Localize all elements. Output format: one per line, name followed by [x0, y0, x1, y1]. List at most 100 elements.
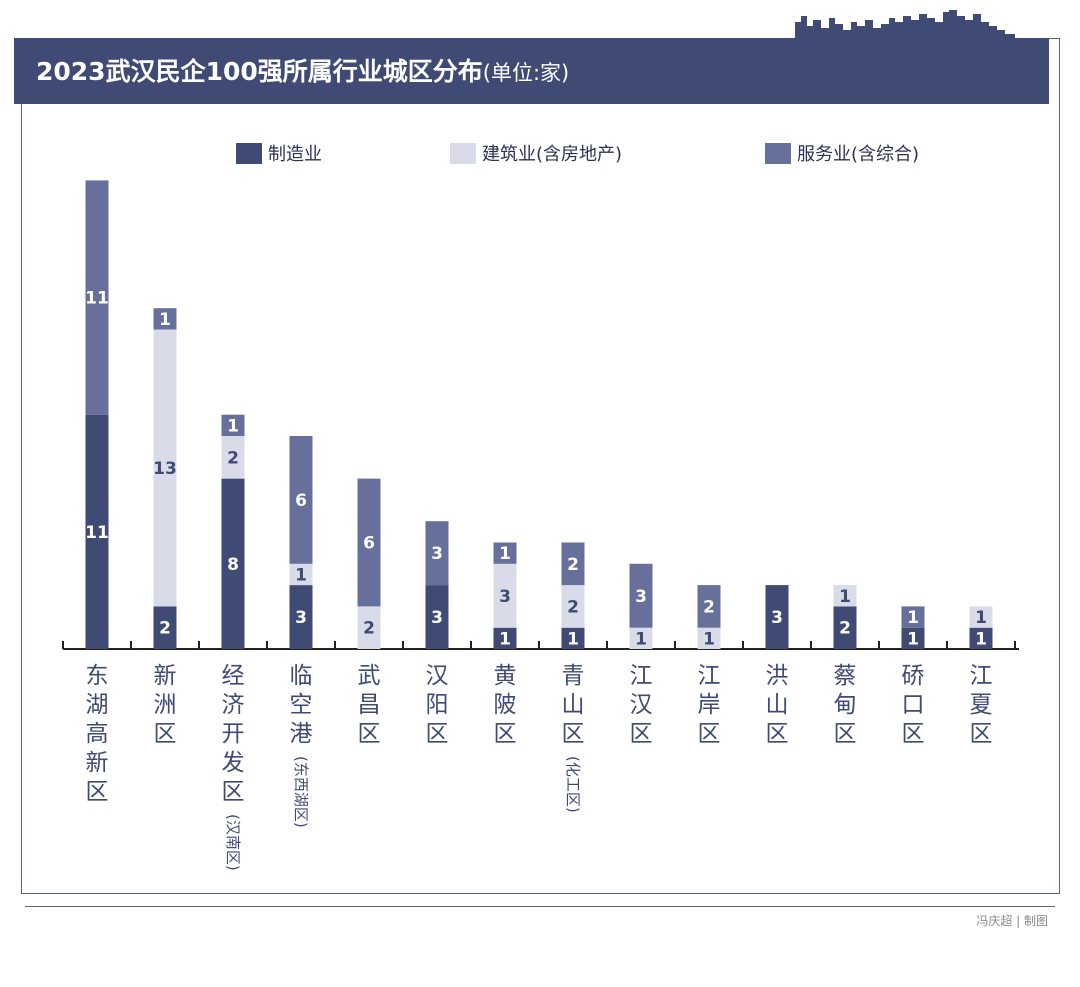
- bar-value-label: 1: [839, 587, 851, 607]
- bar-value-label: 1: [703, 629, 715, 649]
- legend-item-manufacturing: 制造业: [236, 140, 322, 166]
- bar-segment: [289, 585, 313, 649]
- bar-segment: [357, 606, 381, 649]
- bar-segment: [697, 585, 721, 628]
- category-label-char: 岸: [698, 692, 721, 718]
- title-unit: (单位:家): [482, 61, 570, 85]
- category-label-char: 东: [86, 663, 109, 689]
- category-label-char: 区: [970, 721, 993, 747]
- chart-title: 2023武汉民企100强所属行业城区分布(单位:家): [36, 52, 569, 88]
- legend-item-services: 服务业(含综合): [765, 140, 919, 166]
- category-label-char: 甸: [834, 692, 857, 718]
- skyline-decoration: [795, 10, 1015, 40]
- bar-segment: [289, 563, 313, 586]
- category-label-char: 夏: [970, 692, 993, 718]
- bar-segment: [153, 606, 177, 649]
- category-label-char: 阳: [426, 692, 449, 718]
- bar-segment: [85, 180, 109, 415]
- category-label-char: 区: [630, 721, 653, 747]
- bar-value-label: 1: [907, 608, 919, 628]
- bar-segment: [425, 521, 449, 586]
- category-note: (东西湖区): [292, 756, 310, 828]
- bar-value-label: 6: [363, 534, 375, 554]
- legend-swatch-manufacturing: [236, 142, 262, 164]
- category-label-char: 武: [358, 663, 381, 689]
- category-label-char: 湖: [86, 692, 109, 718]
- title-bar: 2023武汉民企100强所属行业城区分布(单位:家): [14, 38, 1049, 104]
- category-label-char: 江: [630, 663, 653, 689]
- category-label-char: 汉: [426, 663, 449, 689]
- credit: 冯庆超 | 制图: [976, 914, 1048, 928]
- bar-value-label: 1: [499, 629, 511, 649]
- category-label-char: 区: [766, 721, 789, 747]
- category-label-char: 区: [834, 721, 857, 747]
- bar-value-label: 2: [567, 597, 579, 617]
- category-label-char: 硚: [902, 663, 925, 689]
- bar-segment: [833, 606, 857, 649]
- bar-value-label: 3: [499, 587, 511, 607]
- bar-value-label: 11: [85, 523, 109, 543]
- category-label-char: 区: [494, 721, 517, 747]
- bar-segment: [901, 606, 925, 628]
- bar-value-label: 1: [295, 565, 307, 585]
- bar-value-label: 1: [567, 629, 579, 649]
- bar-segment: [561, 542, 585, 586]
- bar-value-label: 6: [295, 491, 307, 511]
- bar-segment: [85, 414, 109, 649]
- category-label-char: 洲: [154, 692, 177, 718]
- bar-segment: [289, 436, 313, 564]
- category-label-char: 区: [86, 779, 109, 805]
- title-main: 2023武汉民企100强所属行业城区分布: [36, 57, 483, 86]
- category-label-char: 汉: [630, 692, 653, 718]
- category-note: (汉南区): [224, 814, 242, 871]
- bar-value-label: 1: [227, 416, 239, 436]
- stacked-bar-chart: 1111东湖高新区2131新洲区821经济开发区(汉南区)316临空港(东西湖区…: [62, 180, 1019, 871]
- footer-divider: [25, 906, 1055, 907]
- bar-value-label: 1: [975, 629, 987, 649]
- bar-segment: [493, 542, 517, 564]
- category-label-char: 黄: [494, 663, 517, 689]
- bar-segment: [765, 585, 789, 649]
- category-label-char: 区: [426, 721, 449, 747]
- category-label-char: 济: [222, 692, 245, 718]
- bar-segment: [561, 627, 585, 649]
- bar-segment: [697, 627, 721, 649]
- category-label-char: 山: [562, 692, 585, 718]
- legend-swatch-construction: [450, 142, 476, 164]
- bar-segment: [221, 414, 245, 436]
- chart-frame: [21, 38, 1060, 894]
- bar-value-label: 1: [159, 310, 171, 330]
- bar-value-label: 1: [499, 544, 511, 564]
- legend-swatch-services: [765, 142, 791, 164]
- bar-value-label: 3: [431, 608, 443, 628]
- category-label-char: 高: [86, 721, 109, 747]
- bar-segment: [561, 585, 585, 628]
- bar-segment: [969, 606, 993, 628]
- bar-value-label: 3: [635, 587, 647, 607]
- category-label-char: 口: [902, 692, 925, 718]
- bar-segment: [221, 478, 245, 649]
- legend-label-construction: 建筑业(含房地产): [482, 144, 623, 165]
- bar-value-label: 1: [907, 629, 919, 649]
- bar-segment: [425, 585, 449, 649]
- category-label-char: 经: [222, 663, 245, 689]
- bar-segment: [221, 436, 245, 479]
- category-label-char: 临: [290, 663, 313, 689]
- category-label-char: 昌: [358, 692, 381, 718]
- bar-value-label: 3: [771, 608, 783, 628]
- bar-value-label: 2: [839, 619, 851, 639]
- bar-segment: [493, 627, 517, 649]
- category-label-char: 山: [766, 692, 789, 718]
- legend-label-manufacturing: 制造业: [268, 144, 322, 165]
- category-label-char: 开: [222, 721, 245, 747]
- category-label-char: 新: [154, 663, 177, 689]
- category-label-char: 陂: [494, 692, 517, 718]
- bar-segment: [833, 585, 857, 607]
- category-label-char: 区: [902, 721, 925, 747]
- bar-value-label: 3: [431, 544, 443, 564]
- bar-segment: [629, 563, 653, 628]
- category-label-char: 区: [154, 721, 177, 747]
- category-label-char: 区: [698, 721, 721, 747]
- category-label-char: 洪: [766, 663, 789, 689]
- category-label-char: 江: [970, 663, 993, 689]
